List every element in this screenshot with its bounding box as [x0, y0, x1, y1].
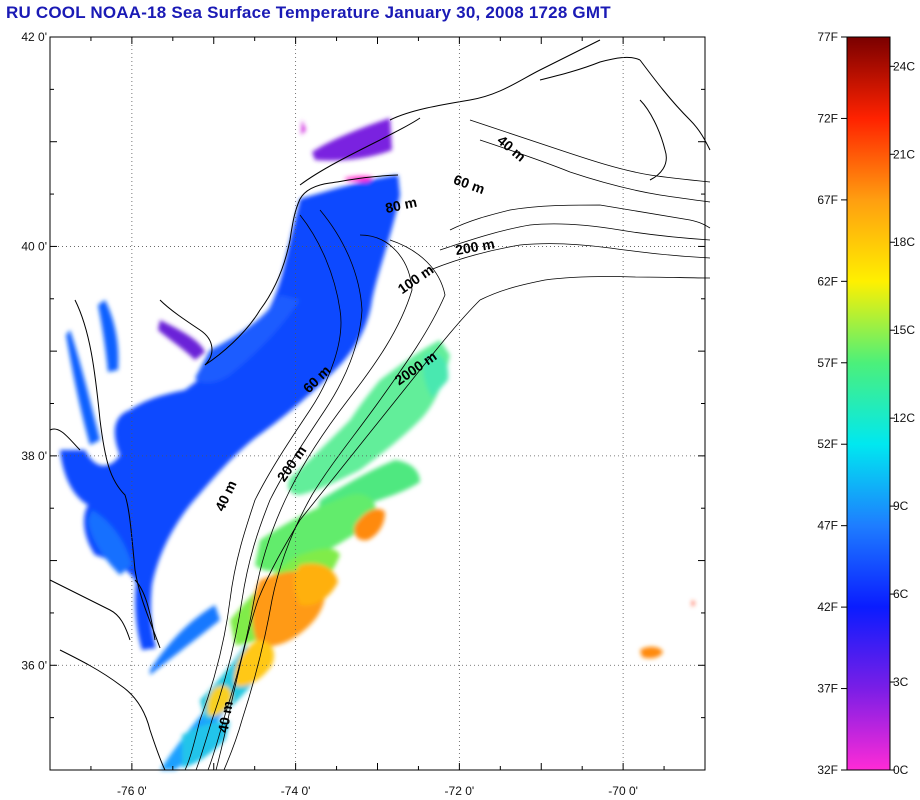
contour-label: 80 m	[384, 194, 419, 216]
colorbar-label-c: 9C	[893, 499, 909, 513]
colorbar-label-f: 32F	[817, 763, 838, 777]
colorbar-label-c: 3C	[893, 675, 909, 689]
lat-label: 42 0'	[21, 30, 47, 44]
colorbar-label-f: 72F	[817, 111, 838, 125]
lon-label: -70 0'	[608, 784, 638, 798]
color-scale-labels: 77F 72F 67F 62F 57F 52F 47F 42F 37F 32F 24C 21C 18C 1…	[817, 30, 915, 777]
lon-label: -72 0'	[445, 784, 475, 798]
colorbar-label-f: 62F	[817, 274, 838, 288]
sst-imagery	[60, 118, 695, 770]
colorbar-label-f: 77F	[817, 30, 838, 44]
map-title: RU COOL NOAA-18 Sea Surface Temperature …	[6, 3, 611, 22]
colorbar-label-c: 18C	[893, 235, 915, 249]
lat-label: 36 0'	[21, 658, 47, 672]
lon-label: -76 0'	[117, 784, 147, 798]
contour-label: 100 m	[395, 261, 437, 297]
lat-label: 38 0'	[21, 449, 47, 463]
coastline	[49, 39, 711, 771]
lat-label: 40 0'	[21, 239, 47, 253]
colorbar-label-f: 67F	[817, 193, 838, 207]
colorbar-label-c: 6C	[893, 587, 909, 601]
contour-label: 200 m	[454, 235, 496, 258]
contour-label: 40 m	[215, 700, 236, 734]
axes: 42 0' 40 0' 38 0' 36 0' -76 0' -74 0' -72 0' -7…	[21, 30, 705, 798]
colorbar-label-f: 52F	[817, 437, 838, 451]
colorbar-label-c: 15C	[893, 323, 915, 337]
colorbar-label-f: 57F	[817, 356, 838, 370]
colorbar-label-f: 47F	[817, 519, 838, 533]
lon-label: -74 0'	[281, 784, 311, 798]
colorbar-label-c: 12C	[893, 411, 915, 425]
colorbar-label-f: 42F	[817, 600, 838, 614]
bathymetry-contours	[184, 119, 711, 771]
contour-label: 40 m	[494, 132, 529, 165]
colorbar-label-c: 24C	[893, 59, 915, 73]
color-scale-bar	[846, 36, 891, 771]
colorbar-label-f: 37F	[817, 682, 838, 696]
colorbar-label-c: 21C	[893, 147, 915, 161]
colorbar-label-c: 0C	[893, 763, 909, 777]
contour-label: 40 m	[212, 478, 240, 514]
contour-label: 60 m	[452, 171, 487, 197]
